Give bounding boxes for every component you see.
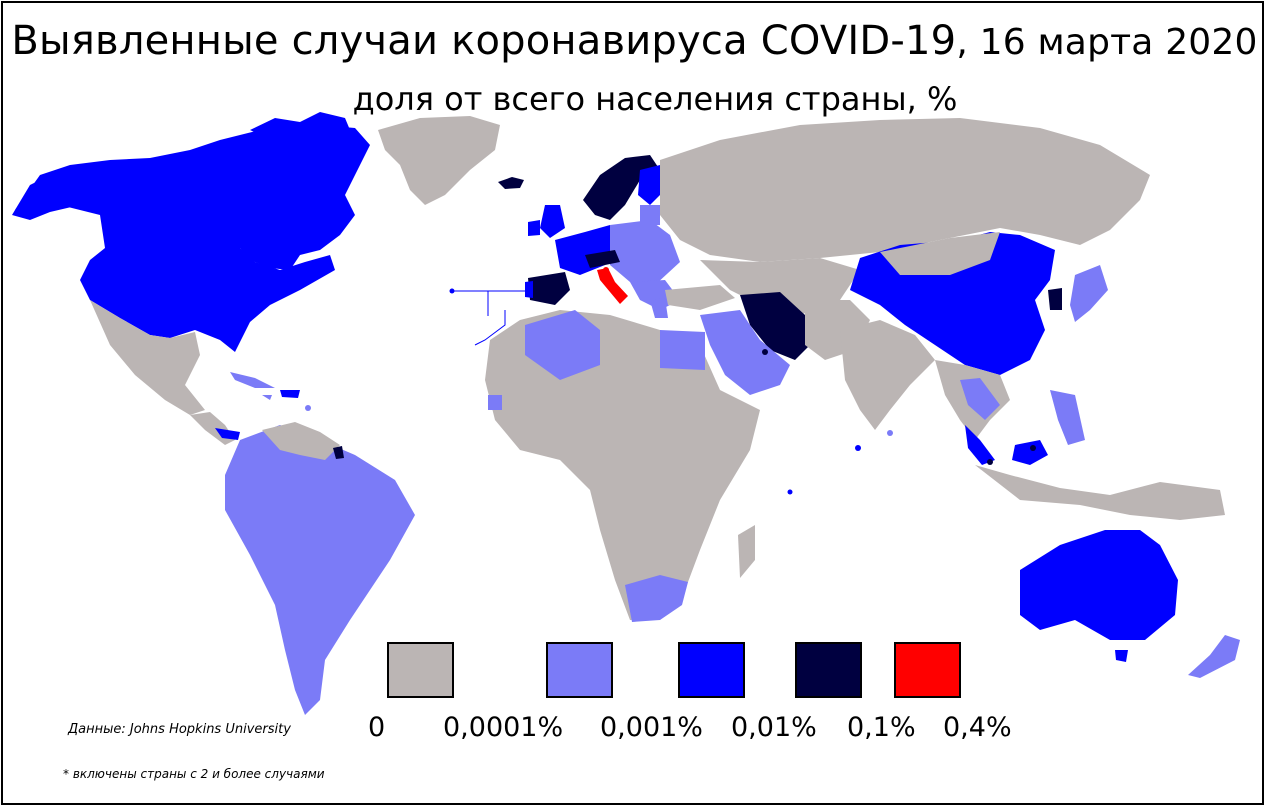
africa — [485, 310, 760, 620]
usa — [80, 248, 335, 352]
south-africa — [625, 575, 688, 622]
turkey — [665, 285, 735, 310]
san-marino-dot — [603, 267, 609, 273]
data-source: Данные: Johns Hopkins University — [68, 722, 291, 737]
central-europe — [610, 220, 680, 285]
singapore-dot — [987, 459, 993, 465]
central-america — [190, 412, 235, 445]
footnote: * включены страны с 2 и более случаями — [63, 767, 325, 781]
tasmania — [1115, 650, 1128, 662]
egypt — [660, 330, 705, 370]
algeria — [525, 310, 600, 380]
uk — [540, 205, 565, 238]
seychelles-dot — [787, 489, 793, 495]
legend-swatch-red — [894, 642, 961, 698]
ireland — [528, 220, 540, 236]
map-title: Выявленные случаи коронавируса COVID-19,… — [0, 18, 1269, 64]
mongolia — [880, 232, 1000, 275]
india — [840, 320, 935, 430]
french-guiana — [333, 446, 344, 459]
maldives-dot — [855, 445, 861, 451]
legend-swatch-light-blue — [546, 642, 613, 698]
arctic-islands — [250, 112, 350, 142]
south-america — [225, 425, 415, 715]
alaska — [12, 168, 105, 220]
borneo — [1012, 440, 1048, 465]
portugal — [525, 281, 533, 298]
russia — [660, 118, 1150, 262]
japan — [1070, 265, 1108, 322]
baltics — [640, 205, 660, 225]
hispaniola — [280, 390, 300, 398]
legend-swatch-navy — [795, 642, 862, 698]
iberia — [528, 272, 570, 305]
caribbean-dot — [305, 405, 311, 411]
legend-label-0: 0 — [368, 712, 386, 743]
korea — [1048, 288, 1062, 310]
iceland — [498, 177, 524, 189]
senegal — [488, 395, 502, 410]
malta-dot — [607, 280, 613, 286]
atlantic-connector — [452, 290, 525, 346]
legend-label-1: 0,0001% — [443, 712, 564, 743]
legend-label-4: 0,1% — [847, 712, 916, 743]
finland — [638, 165, 665, 205]
title-date: , 16 марта 2020 — [956, 22, 1258, 63]
legend-swatch-blue — [678, 642, 745, 698]
sri-lanka-dot — [887, 430, 893, 436]
cuba — [230, 372, 275, 388]
greece-cyprus — [650, 298, 668, 318]
canada — [15, 125, 370, 270]
brunei-dot — [1030, 445, 1036, 451]
philippines — [1050, 390, 1085, 445]
legend-label-5: 0,4% — [943, 712, 1012, 743]
thailand-vietnam — [960, 378, 1000, 420]
new-zealand — [1188, 635, 1240, 678]
map-subtitle: доля от всего населения страны, % — [352, 80, 958, 118]
mexico — [90, 300, 205, 415]
title-main: Выявленные случаи коронавируса COVID-19 — [11, 18, 957, 64]
costa-rica-panama — [215, 428, 240, 440]
iran — [740, 292, 810, 360]
venezuela-guyana — [262, 422, 340, 460]
middle-east — [700, 310, 790, 395]
australia — [1020, 530, 1178, 640]
madagascar — [738, 525, 755, 578]
greenland — [378, 116, 500, 205]
legend-label-3: 0,01% — [731, 712, 817, 743]
jamaica — [262, 395, 272, 400]
bahrain-dot — [762, 349, 768, 355]
malaysia — [965, 425, 995, 465]
switzerland-austria — [585, 250, 620, 268]
legend-label-2: 0,001% — [600, 712, 703, 743]
italy — [597, 268, 628, 304]
legend-swatch-gray — [387, 642, 454, 698]
indonesia — [975, 465, 1225, 520]
